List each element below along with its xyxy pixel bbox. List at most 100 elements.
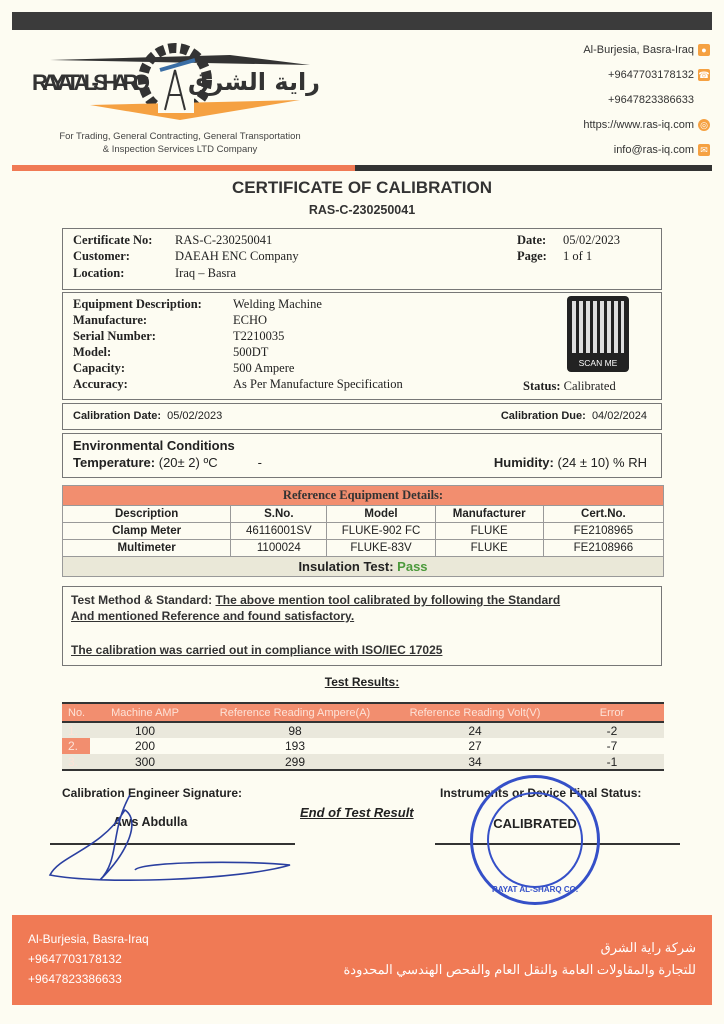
calibration-dates-box: Calibration Date: 05/02/2023 Calibration… <box>62 403 662 430</box>
footer: Al-Burjesia, Basra-Iraq +9647703178132 +… <box>12 915 712 1005</box>
footer-arabic-company: شركة راية الشرق <box>600 940 696 955</box>
signature-label: Calibration Engineer Signature: <box>62 786 243 800</box>
dash: - <box>257 455 262 470</box>
contact-address: Al-Burjesia, Basra-Iraq ● <box>583 38 710 63</box>
environment-title: Environmental Conditions <box>73 438 235 453</box>
column-header: Reference Reading Ampere(A) <box>200 702 390 723</box>
cell: 299 <box>200 754 390 771</box>
cell: FLUKE-902 FC <box>326 522 436 540</box>
column-header: No. <box>62 702 90 723</box>
qr-code[interactable]: SCAN ME <box>567 296 629 372</box>
temperature-value: (20± 2) ºC <box>158 455 218 470</box>
column-header: Cert.No. <box>542 505 665 523</box>
mail-icon: ✉ <box>698 144 710 157</box>
column-header: S.No. <box>230 505 328 523</box>
test-method-box: Test Method & Standard: The above mentio… <box>62 586 662 666</box>
table-row: 2. 200 193 27 -7 <box>62 738 664 754</box>
label: Model: <box>73 345 112 359</box>
table-row: Multimeter 1100024 FLUKE-83V FLUKE FE2108966 <box>61 539 665 557</box>
date-value: 05/02/2023 <box>563 233 620 247</box>
globe-icon: ◎ <box>698 119 710 132</box>
cell: 193 <box>284 739 306 753</box>
label: Equipment Description: <box>73 297 202 311</box>
contact-email[interactable]: info@ras-iq.com ✉ <box>583 138 710 163</box>
cell: -2 <box>560 722 664 738</box>
spacer <box>698 94 710 106</box>
test-results-title: Test Results: <box>324 675 400 689</box>
cell: 24 <box>390 722 560 738</box>
cell: FE2108966 <box>542 539 665 557</box>
email-link[interactable]: info@ras-iq.com <box>613 144 694 156</box>
page-title: CERTIFICATE OF CALIBRATION <box>231 178 492 197</box>
model-value: 500DT <box>233 345 269 359</box>
cell: FLUKE <box>434 522 544 540</box>
top-bar <box>12 12 712 30</box>
cell: 46116001SV <box>230 522 328 540</box>
website-link[interactable]: https://www.ras-iq.com <box>583 119 694 131</box>
table-title: Reference Equipment Details: <box>62 485 664 506</box>
scan-me-label: SCAN ME <box>578 358 618 368</box>
company-stamp: CALIBRATED RAYAT AL-SHARQ CO. <box>470 775 600 905</box>
table-row: 3. 300 299 34 -1 <box>62 754 664 771</box>
cell: -7 <box>606 739 618 753</box>
customer-value: DAEAH ENC Company <box>175 249 299 263</box>
contact-text: +9647823386633 <box>608 94 694 106</box>
label: Status: <box>523 379 561 393</box>
cell: Clamp Meter <box>61 522 232 540</box>
location-pin-icon: ● <box>698 44 710 57</box>
page-value: 1 of 1 <box>563 249 593 263</box>
footer-address: Al-Burjesia, Basra-Iraq <box>28 932 149 946</box>
label: Accuracy: <box>73 377 128 391</box>
cell: 34 <box>390 754 560 771</box>
label: Temperature: <box>73 455 156 470</box>
divider-orange <box>12 165 355 171</box>
compliance-statement: The calibration was carried out in compl… <box>71 643 443 657</box>
cell: 2. <box>62 738 90 754</box>
manufacture-value: ECHO <box>233 313 268 327</box>
environment-box: Environmental Conditions Temperature: (2… <box>62 433 662 478</box>
signature-image <box>48 794 291 881</box>
label: Insulation Test: <box>298 559 394 574</box>
contact-text: Al-Burjesia, Basra-Iraq <box>583 44 694 56</box>
stamp-ring-text: RAYAT AL-SHARQ CO. <box>491 885 579 894</box>
cell: Multimeter <box>61 539 232 557</box>
contact-list: Al-Burjesia, Basra-Iraq ● +9647703178132 ☎… <box>583 38 710 163</box>
test-results-table: No. Machine AMP Reference Reading Ampere(A… <box>62 702 664 771</box>
label: Capacity: <box>73 361 126 375</box>
method-line-1: The above mention tool calibrated by fol… <box>215 593 561 607</box>
certificate-info-box: Certificate No: RAS-C-230250041 Customer:… <box>62 228 662 290</box>
location-value: Iraq – Basra <box>175 266 237 280</box>
equipment-desc-value: Welding Machine <box>233 297 322 311</box>
footer-arabic: شركة راية الشرق للتجارة والمقاولات العام… <box>344 937 697 981</box>
table-row: Clamp Meter 46116001SV FLUKE-902 FC FLUKE FE… <box>61 522 665 540</box>
logo-text-en: RAYAT AL-SHARQ <box>32 70 150 95</box>
footer-phone-1: +9647703178132 <box>28 952 122 966</box>
serial-value: T2210035 <box>233 329 285 343</box>
label: Calibration Due: <box>500 410 586 422</box>
column-header: Reference Reading Volt(V) <box>390 702 560 723</box>
label: Date: <box>517 233 547 247</box>
label: Serial Number: <box>73 329 156 343</box>
contact-website[interactable]: https://www.ras-iq.com ◎ <box>583 113 710 138</box>
capacity-value: 500 Ampere <box>233 361 295 375</box>
phone-icon: ☎ <box>698 69 710 82</box>
cell: FLUKE-83V <box>326 539 436 557</box>
contact-phone-2: +9647823386633 <box>583 88 710 113</box>
footer-phone-2: +9647823386633 <box>28 972 122 986</box>
cell: 100 <box>90 722 200 738</box>
cell: 300 <box>90 754 200 771</box>
stamp-inner-ring <box>487 792 583 888</box>
label: Certificate No: <box>73 233 153 247</box>
column-header: Machine AMP <box>90 702 200 723</box>
cell: FLUKE <box>434 539 544 557</box>
insulation-test: Insulation Test: Pass <box>62 556 664 577</box>
label: Customer: <box>73 249 130 263</box>
insulation-result: Pass <box>397 559 428 574</box>
cell: 98 <box>200 722 390 738</box>
label: Manufacture: <box>73 313 148 327</box>
label: Page: <box>517 249 547 263</box>
company-logo: RAYAT AL-SHARQ راية الشرق <box>30 35 330 130</box>
contact-text: +9647703178132 <box>608 69 694 81</box>
cell: -1 <box>560 754 664 771</box>
calibration-date-value: 05/02/2023 <box>167 410 223 422</box>
